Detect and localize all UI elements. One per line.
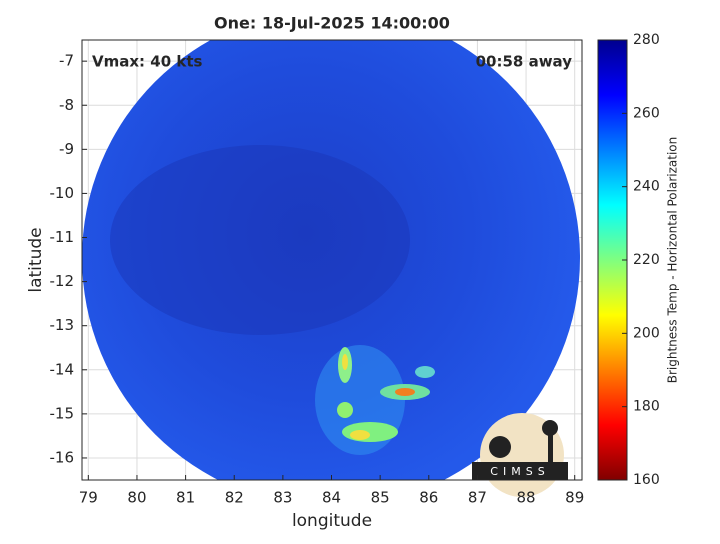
y-axis-label: latitude — [26, 227, 46, 292]
x-tick-label: 88 — [517, 489, 536, 507]
swath-image — [82, 40, 580, 480]
colorbar-tick-label: 220 — [633, 252, 660, 268]
logo-text: CIMSS — [490, 465, 549, 478]
x-tick-label: 84 — [322, 489, 341, 507]
y-tick-label: -10 — [50, 184, 75, 202]
logo: CIMSS — [472, 413, 568, 497]
annotation: Vmax: 40 kts — [92, 53, 202, 71]
colorbar-tick-label: 280 — [633, 32, 660, 48]
colorbar-tick-label: 180 — [633, 399, 660, 415]
x-axis-label: longitude — [292, 511, 372, 531]
colorbar-label: Brightness Temp - Horizontal Polarizatio… — [666, 137, 680, 384]
x-tick-label: 89 — [565, 489, 584, 507]
y-tick-label: -15 — [50, 404, 75, 422]
colorbar-tick-label: 200 — [633, 325, 660, 341]
colorbar-tick-label: 260 — [633, 105, 660, 121]
x-tick-label: 81 — [176, 489, 195, 507]
annotation: 00:58 away — [476, 53, 573, 71]
colorbar-tick-label: 240 — [633, 179, 660, 195]
x-tick-label: 80 — [127, 489, 146, 507]
y-tick-label: -14 — [50, 360, 75, 378]
x-tick-label: 79 — [79, 489, 98, 507]
x-tick-label: 83 — [273, 489, 292, 507]
colorbar-tick-label: 160 — [633, 472, 660, 488]
x-tick-label: 86 — [419, 489, 438, 507]
y-tick-label: -16 — [50, 448, 75, 466]
x-tick-label: 85 — [371, 489, 390, 507]
y-tick-label: -7 — [59, 52, 74, 70]
x-tick-label: 87 — [468, 489, 487, 507]
y-tick-label: -8 — [59, 96, 74, 114]
y-tick-label: -9 — [59, 140, 74, 158]
chart-title: One: 18-Jul-2025 14:00:00 — [214, 14, 450, 33]
y-tick-label: -12 — [50, 272, 75, 290]
x-tick-label: 82 — [225, 489, 244, 507]
y-tick-label: -13 — [50, 316, 75, 334]
y-tick-label: -11 — [50, 228, 75, 246]
